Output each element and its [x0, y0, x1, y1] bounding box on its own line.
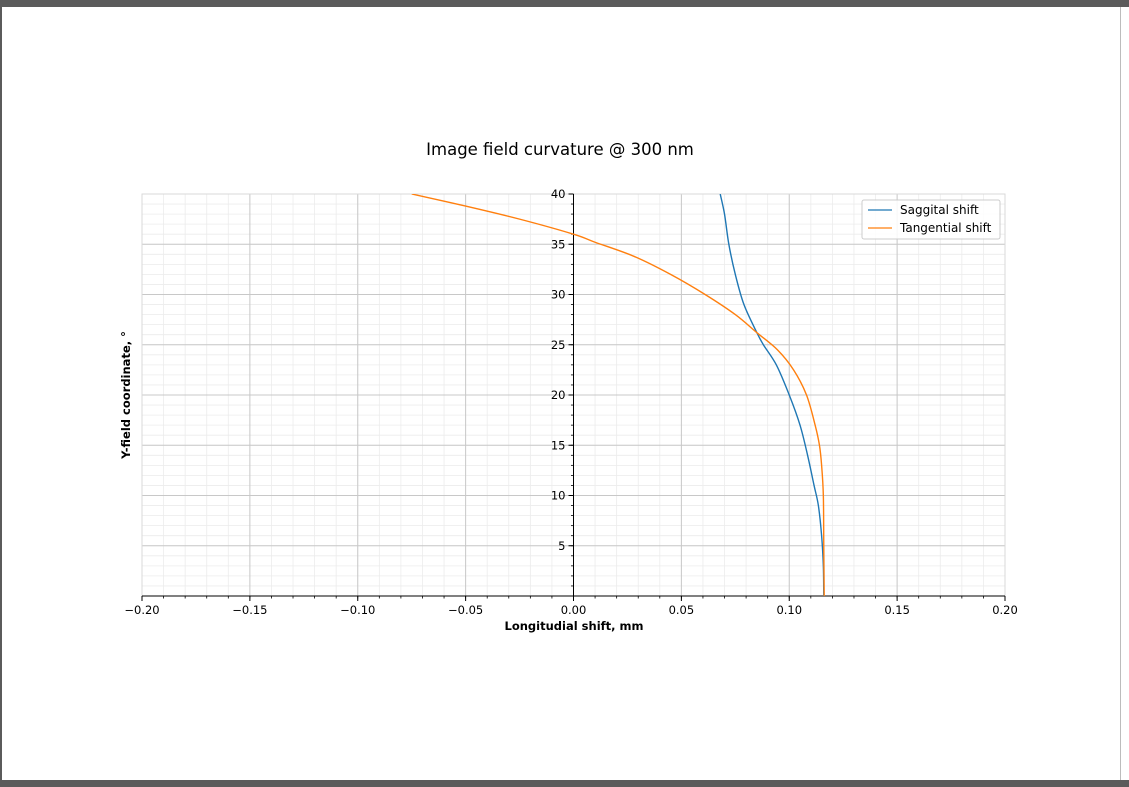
y-tick-label: 15 [551, 438, 566, 452]
x-axis-label: Longitudial shift, mm [505, 619, 644, 633]
chart-title: Image field curvature @ 300 nm [426, 140, 694, 159]
legend-label-saggital: Saggital shift [900, 203, 979, 217]
x-tick-label: 0.20 [992, 603, 1018, 617]
x-tick-label: 0.00 [561, 603, 587, 617]
x-tick-label: −0.20 [124, 603, 159, 617]
series-layer [411, 194, 825, 596]
figure-canvas [2, 7, 1120, 780]
y-tick-label: 10 [551, 489, 566, 503]
legend-box [861, 199, 1001, 240]
tangential-shift-line [411, 194, 825, 596]
page-edge [1120, 7, 1129, 780]
y-tick-label: 30 [551, 288, 566, 302]
saggital-shift-line [719, 194, 825, 596]
x-tick-label: −0.15 [232, 603, 267, 617]
y-tick-label: 35 [551, 237, 566, 251]
legend: Saggital shift Tangential shift [861, 199, 1001, 240]
y-axis-label: Y-field coordinate, ° [119, 331, 133, 460]
legend-label-tangential: Tangential shift [899, 221, 992, 235]
y-tick-label: 5 [558, 539, 565, 553]
axes: −0.20 −0.15 −0.10 −0.05 0.00 0.05 0.10 0.15 0.20… [124, 187, 1017, 617]
y-tick-label: 25 [551, 338, 566, 352]
x-tick-label: 0.15 [884, 603, 910, 617]
x-tick-label: −0.05 [448, 603, 483, 617]
x-tick-label: −0.10 [340, 603, 375, 617]
y-tick-label: 20 [551, 388, 566, 402]
x-tick-label: 0.05 [669, 603, 695, 617]
x-tick-label: 0.10 [776, 603, 802, 617]
y-tick-label: 40 [551, 187, 566, 201]
